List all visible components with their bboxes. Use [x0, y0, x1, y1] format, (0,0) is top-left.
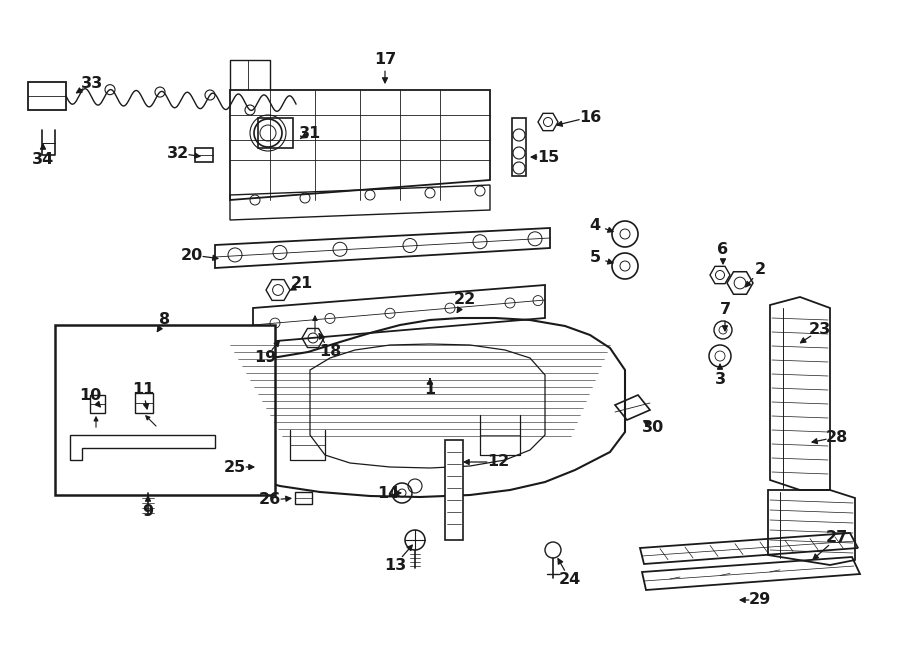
- Text: 27: 27: [826, 531, 848, 545]
- Text: 20: 20: [181, 247, 203, 262]
- Bar: [512, 118, 526, 176]
- Text: 34: 34: [32, 153, 54, 167]
- Bar: [28, 82, 66, 110]
- Text: 17: 17: [374, 52, 396, 67]
- Text: 22: 22: [454, 293, 476, 307]
- Bar: [90, 395, 105, 413]
- Text: 28: 28: [826, 430, 848, 444]
- Bar: [445, 440, 463, 540]
- Text: 8: 8: [159, 313, 171, 327]
- Text: 29: 29: [749, 592, 771, 607]
- Text: 5: 5: [590, 251, 600, 266]
- Text: 9: 9: [142, 504, 154, 520]
- Text: 18: 18: [319, 344, 341, 360]
- Text: 23: 23: [809, 323, 831, 338]
- Text: 7: 7: [719, 303, 731, 317]
- Text: 15: 15: [537, 149, 559, 165]
- Text: 21: 21: [291, 276, 313, 292]
- Text: 19: 19: [254, 350, 276, 366]
- Text: 3: 3: [715, 373, 725, 387]
- Text: 10: 10: [79, 387, 101, 403]
- Text: 11: 11: [132, 383, 154, 397]
- Text: 32: 32: [166, 145, 189, 161]
- Text: 2: 2: [754, 262, 766, 278]
- Bar: [258, 118, 293, 148]
- Text: 13: 13: [384, 557, 406, 572]
- Text: 16: 16: [579, 110, 601, 124]
- Text: 33: 33: [81, 75, 104, 91]
- Text: 30: 30: [642, 420, 664, 436]
- Text: 31: 31: [299, 126, 321, 141]
- Text: 24: 24: [559, 572, 581, 588]
- Bar: [195, 148, 213, 162]
- Bar: [295, 492, 312, 504]
- Bar: [55, 325, 275, 495]
- Text: 26: 26: [259, 492, 281, 508]
- Text: 4: 4: [590, 217, 600, 233]
- Text: 14: 14: [377, 485, 399, 500]
- Bar: [135, 393, 153, 413]
- Text: 25: 25: [224, 459, 246, 475]
- Text: 12: 12: [487, 455, 509, 469]
- Text: 6: 6: [717, 243, 729, 258]
- Text: 1: 1: [425, 383, 436, 397]
